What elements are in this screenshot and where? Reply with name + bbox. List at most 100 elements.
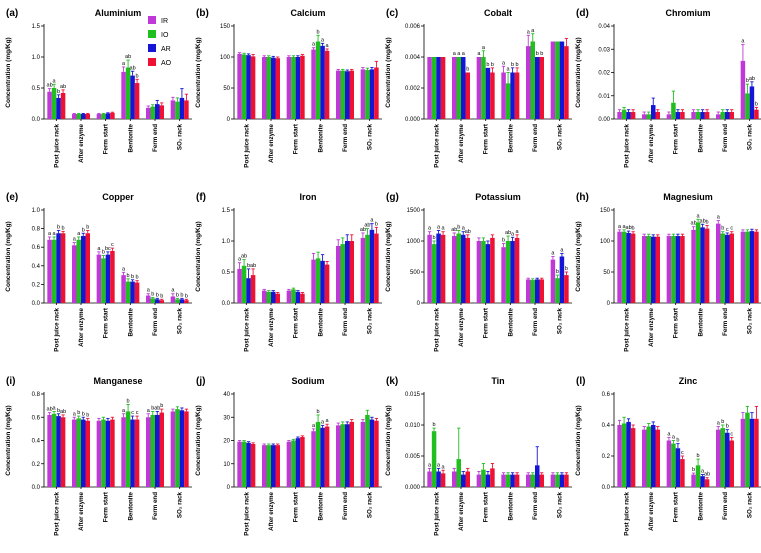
y-tick-label: 0.5 [32, 86, 41, 92]
x-tick-label: After enzyme [458, 123, 465, 162]
significance-letter: a [238, 257, 242, 263]
panel-sodium: (j) Sodium Concentration (mg/Kg) 0 10 20 30 40 P… [195, 376, 382, 536]
significance-letter: b [565, 266, 568, 272]
panel-label: (f) [196, 192, 206, 203]
y-tick-label: 0.2 [32, 282, 41, 288]
panel-title: Sodium [292, 376, 325, 386]
y-tick-label: 0.4 [32, 439, 41, 445]
bar-ir-0 [237, 268, 242, 303]
significance-letter: b [82, 227, 85, 233]
bar-ar-1 [271, 57, 276, 119]
bar-ar-5 [369, 419, 375, 487]
bar-ar-1 [81, 419, 86, 487]
x-tick-label: Ferm start [293, 124, 300, 154]
bar-io-5 [365, 234, 370, 303]
panel-title: Aluminium [95, 8, 142, 18]
significance-letter: b [457, 224, 460, 230]
y-axis-label: Concentration (mg/Kg) [5, 221, 12, 291]
bar-ao-2 [300, 293, 305, 303]
bar-io-0 [621, 231, 627, 303]
bar-ir-3 [311, 49, 316, 120]
x-tick-label: Post juice rack [623, 491, 630, 535]
bar-ar-3 [700, 227, 705, 303]
bar-ao-3 [324, 264, 330, 303]
bar-ao-5 [374, 67, 379, 119]
bar-ao-0 [630, 233, 636, 303]
bar-ir-2 [286, 290, 292, 303]
x-tick-label: SO₂ rack [557, 491, 564, 518]
x-tick-label: After enzyme [268, 307, 275, 346]
significance-letter: b [433, 235, 436, 241]
bar-ir-5 [170, 411, 176, 487]
bar-ao-1 [85, 114, 90, 119]
bar-ir-1 [72, 114, 77, 119]
bar-ar-0 [246, 55, 251, 119]
panel-title: Calcium [290, 8, 325, 18]
x-tick-label: Ferm end [152, 308, 159, 336]
bar-ar-2 [295, 438, 301, 487]
panel-iron: (f) Iron Concentration (mg/Kg) 0.0 0.5 1.0 1.5… [195, 192, 382, 352]
significance-letter: b [136, 73, 139, 79]
bar-io-0 [51, 239, 57, 303]
bar-ir-1 [72, 245, 77, 303]
bar-ao-2 [300, 55, 305, 119]
bar-ar-2 [675, 112, 681, 119]
bar-ir-4 [146, 107, 151, 119]
bar-io-3 [315, 258, 321, 303]
x-tick-label: Ferm start [103, 492, 110, 522]
bar-ao-3 [514, 474, 520, 487]
x-tick-label: Post juice rack [623, 123, 630, 167]
x-tick-label: Ferm start [673, 308, 680, 338]
bar-ar-2 [295, 291, 301, 303]
bar-ar-5 [179, 97, 185, 119]
bar-ao-0 [60, 417, 66, 487]
significance-letter: b [160, 293, 163, 299]
significance-letter: a [122, 408, 126, 414]
bar-ar-1 [81, 114, 86, 119]
bar-io-1 [646, 114, 651, 119]
bar-ar-1 [271, 445, 276, 487]
significance-letter: a [618, 224, 622, 230]
bar-io-3 [505, 83, 511, 119]
y-tick-label: 0.6 [32, 245, 41, 251]
significance-letter: b [466, 67, 469, 73]
bar-ar-1 [651, 105, 656, 119]
x-tick-label: Post juice rack [433, 123, 440, 167]
x-tick-label: After enzyme [458, 491, 465, 530]
bar-ir-2 [286, 57, 292, 119]
panel-title: Potassium [475, 192, 521, 202]
bar-ao-0 [250, 275, 256, 303]
bar-ir-0 [47, 414, 52, 487]
bar-io-5 [555, 278, 560, 303]
significance-letter: b [82, 411, 85, 417]
x-tick-label: Bentonite [127, 123, 134, 152]
x-tick-label: After enzyme [78, 307, 85, 346]
bar-io-0 [51, 413, 57, 487]
bar-io-3 [315, 41, 321, 119]
x-tick-label: Ferm start [673, 124, 680, 154]
legend-swatch-ir [148, 16, 156, 24]
bar-io-0 [431, 244, 437, 303]
y-tick-label: 0.005 [405, 454, 421, 460]
bar-ar-1 [461, 57, 466, 119]
x-tick-label: Post juice rack [243, 491, 250, 535]
bar-ao-1 [655, 112, 660, 119]
x-tick-label: Bentonite [127, 491, 134, 520]
bar-ir-2 [286, 441, 292, 487]
significance-letter: a [48, 231, 52, 237]
bar-io-2 [291, 440, 296, 487]
bar-io-0 [241, 265, 247, 303]
x-tick-label: Bentonite [127, 307, 134, 336]
panel-title: Tin [491, 376, 504, 386]
bar-ar-1 [271, 291, 276, 303]
bar-ir-3 [121, 275, 126, 303]
bar-ao-2 [680, 459, 685, 487]
bar-ao-3 [134, 83, 140, 119]
x-tick-label: Ferm end [152, 124, 159, 152]
significance-letter: ab [47, 83, 53, 89]
legend-swatch-ar [148, 44, 156, 52]
x-tick-label: Ferm end [342, 308, 349, 336]
bar-ao-0 [60, 92, 66, 119]
significance-letter: a [717, 215, 721, 221]
x-tick-label: Bentonite [507, 491, 514, 520]
